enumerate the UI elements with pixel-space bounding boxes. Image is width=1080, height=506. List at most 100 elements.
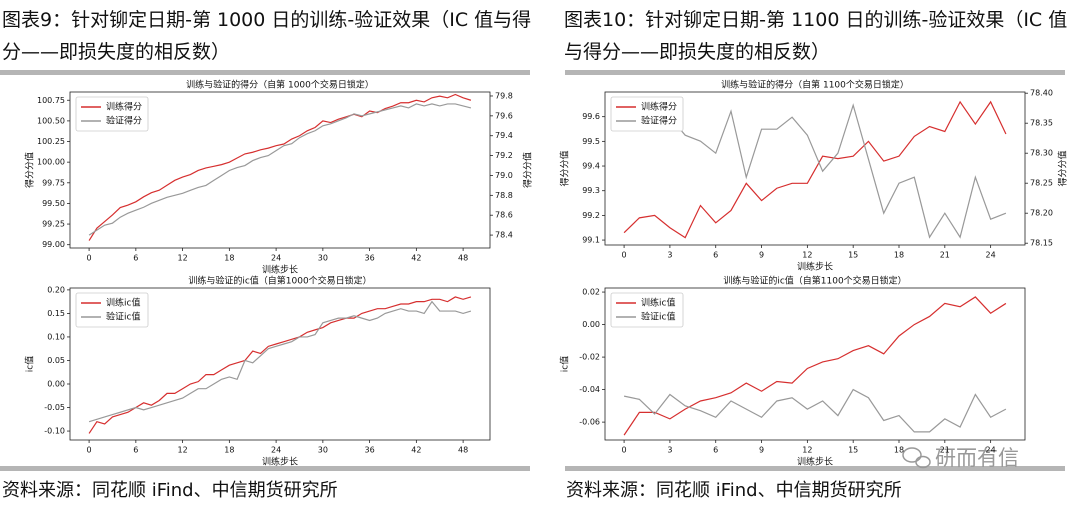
x-tick-label: 21 <box>940 251 950 260</box>
watermark: 研而有信 <box>935 446 1019 470</box>
x-tick-label: 42 <box>411 254 421 263</box>
x-tick-label: 0 <box>87 446 92 455</box>
y-tick-label: 0.00 <box>47 380 65 389</box>
y2-tick-label: 78.15 <box>1030 239 1053 248</box>
panel-title: 图表10：针对铆定日期-第 1100 日的训练-验证效果（IC 值与得分——即损… <box>564 9 1068 63</box>
y2-tick-label: 78.20 <box>1030 209 1053 218</box>
legend-label: 训练得分 <box>641 101 677 113</box>
x-tick-label: 12 <box>178 446 188 455</box>
y2-tick-label: 79.2 <box>495 151 513 160</box>
chart-title: 训练与验证的ic值（自第1100个交易日锁定） <box>723 275 906 287</box>
x-tick-label: 6 <box>713 251 718 260</box>
y-tick-label: 99.75 <box>42 178 65 187</box>
x-tick-label: 0 <box>622 251 627 260</box>
y-tick-label: 99.25 <box>42 220 65 229</box>
plot-frame <box>69 91 491 249</box>
x-tick-label: 15 <box>848 446 858 455</box>
x-tick-label: 24 <box>271 254 281 263</box>
legend-box <box>610 292 684 328</box>
x-tick-label: 18 <box>224 446 234 455</box>
y-tick-label: 0.02 <box>582 288 600 297</box>
y-tick-label: 0.20 <box>47 285 65 294</box>
chart-title: 训练与验证的得分（自第 1100个交易日锁定） <box>721 79 909 91</box>
panel-title: 图表9：针对铆定日期-第 1000 日的训练-验证效果（IC 值与得分——即损失… <box>2 9 532 63</box>
y-tick-label: 0.00 <box>582 320 600 329</box>
y2-tick-label: 79.4 <box>495 131 513 140</box>
y-axis-label: 得分分值 <box>559 150 571 186</box>
y-tick-label: 100.50 <box>37 116 65 125</box>
y-tick-label: -0.04 <box>579 385 600 394</box>
series-line <box>623 388 1007 433</box>
y-tick-label: 0.10 <box>47 332 65 341</box>
x-axis-label: 训练步长 <box>797 261 833 273</box>
watermark-icon <box>902 447 931 469</box>
y-tick-label: 0.05 <box>47 356 65 365</box>
x-tick-label: 12 <box>802 251 812 260</box>
y2-tick-label: 78.40 <box>1030 89 1053 98</box>
x-tick-label: 15 <box>848 251 858 260</box>
legend-box <box>75 292 149 328</box>
series-line <box>623 296 1007 436</box>
x-tick-label: 48 <box>458 446 468 455</box>
x-axis-label: 训练步长 <box>262 264 298 276</box>
x-tick-label: 6 <box>713 446 718 455</box>
x-tick-label: 3 <box>667 251 672 260</box>
y-tick-label: 99.2 <box>582 211 600 220</box>
x-tick-label: 0 <box>622 446 627 455</box>
x-axis-label: 训练步长 <box>262 456 298 468</box>
y-tick-label: 0.15 <box>47 309 65 318</box>
y-tick-label: 99.50 <box>42 199 65 208</box>
y2-axis-label: 得分分值 <box>522 152 534 188</box>
y2-tick-label: 79.8 <box>495 91 513 100</box>
series-line <box>88 93 472 241</box>
separator <box>0 466 530 471</box>
y-axis-label: 得分分值 <box>24 152 36 188</box>
x-tick-label: 12 <box>178 254 188 263</box>
chart-title: 训练与验证的ic值（自第1000个交易日锁定） <box>188 275 371 287</box>
x-tick-label: 48 <box>458 254 468 263</box>
y-tick-label: -0.10 <box>44 427 65 436</box>
x-tick-label: 24 <box>271 446 281 455</box>
x-tick-label: 9 <box>759 251 764 260</box>
legend-label: 验证ic值 <box>106 311 140 323</box>
y2-tick-label: 78.8 <box>495 191 513 200</box>
y2-tick-label: 78.6 <box>495 211 513 220</box>
y-tick-label: -0.05 <box>44 403 65 412</box>
x-tick-label: 36 <box>365 446 375 455</box>
x-tick-label: 18 <box>224 254 234 263</box>
separator <box>565 70 1065 75</box>
y2-tick-label: 79.6 <box>495 111 513 120</box>
y-tick-label: 99.4 <box>582 162 600 171</box>
y2-tick-label: 79.0 <box>495 171 513 180</box>
x-tick-label: 21 <box>940 446 950 455</box>
series-line <box>88 296 472 434</box>
x-tick-label: 6 <box>133 446 138 455</box>
y-tick-label: -0.02 <box>579 353 600 362</box>
y2-tick-label: 78.30 <box>1030 149 1053 158</box>
y-axis-label: ic值 <box>24 356 36 372</box>
x-axis-label: 训练步长 <box>797 456 833 468</box>
x-tick-label: 18 <box>894 251 904 260</box>
x-tick-label: 24 <box>986 446 996 455</box>
series-line <box>88 103 472 236</box>
y2-tick-label: 78.25 <box>1030 179 1053 188</box>
plot-frame <box>604 91 1026 246</box>
series-line <box>88 300 472 423</box>
source-note: 资料来源：同花顺 iFind、中信期货研究所 <box>566 480 902 501</box>
x-tick-label: 30 <box>318 254 328 263</box>
legend-label: 训练得分 <box>106 101 142 113</box>
y-tick-label: 100.75 <box>37 96 65 105</box>
legend-label: 训练ic值 <box>106 297 140 309</box>
y-tick-label: 99.5 <box>582 137 600 146</box>
x-tick-label: 6 <box>133 254 138 263</box>
source-note: 资料来源：同花顺 iFind、中信期货研究所 <box>2 480 338 501</box>
x-tick-label: 18 <box>894 446 904 455</box>
legend-label: 验证ic值 <box>641 311 675 323</box>
series-line <box>623 103 1007 239</box>
separator <box>565 466 1065 471</box>
series-line <box>623 100 1007 239</box>
plot-frame <box>69 287 491 441</box>
y-tick-label: 99.1 <box>582 236 600 245</box>
legend-label: 训练ic值 <box>641 297 675 309</box>
